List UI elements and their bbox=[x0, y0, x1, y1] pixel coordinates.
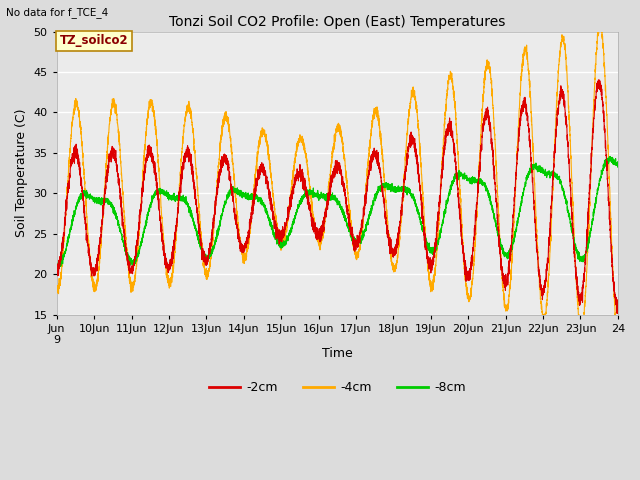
Y-axis label: Soil Temperature (C): Soil Temperature (C) bbox=[15, 109, 28, 237]
Text: No data for f_TCE_4: No data for f_TCE_4 bbox=[6, 7, 109, 18]
Legend: -2cm, -4cm, -8cm: -2cm, -4cm, -8cm bbox=[204, 376, 471, 399]
Title: Tonzi Soil CO2 Profile: Open (East) Temperatures: Tonzi Soil CO2 Profile: Open (East) Temp… bbox=[169, 15, 506, 29]
X-axis label: Time: Time bbox=[322, 347, 353, 360]
Text: TZ_soilco2: TZ_soilco2 bbox=[60, 34, 128, 48]
